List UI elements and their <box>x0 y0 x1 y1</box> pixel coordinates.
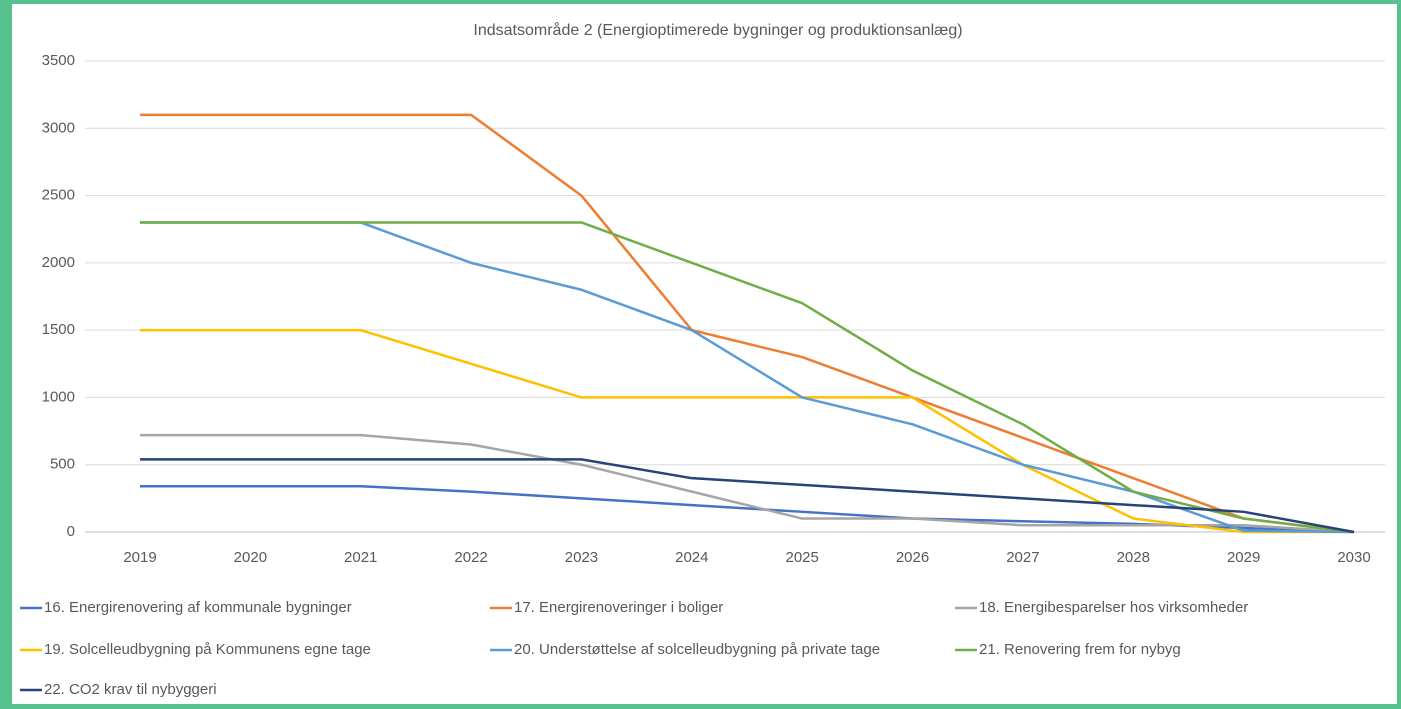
y-tick-label: 1000 <box>42 388 75 405</box>
y-tick-label: 3500 <box>42 52 75 69</box>
legend-label: 18. Energibesparelser hos virksomheder <box>979 599 1248 616</box>
series-line <box>140 433 1355 534</box>
series-line <box>140 458 1355 534</box>
legend-label: 22. CO2 krav til nybyggeri <box>44 681 217 698</box>
x-tick-label: 2019 <box>123 549 156 566</box>
series-line <box>140 221 1355 534</box>
y-tick-label: 2000 <box>42 254 75 271</box>
x-tick-label: 2025 <box>785 549 818 566</box>
x-tick-label: 2022 <box>454 549 487 566</box>
legend-label: 16. Energirenovering af kommunale bygnin… <box>44 599 352 616</box>
y-tick-label: 3000 <box>42 119 75 136</box>
legend-label: 19. Solcelleudbygning på Kommunens egne … <box>44 641 371 658</box>
x-tick-label: 2026 <box>896 549 929 566</box>
series-line <box>140 328 1354 534</box>
x-tick-label: 2021 <box>344 549 377 566</box>
chart: Indsatsområde 2 (Energioptimerede bygnin… <box>20 21 1385 698</box>
chart-title: Indsatsområde 2 (Energioptimerede bygnin… <box>473 21 962 39</box>
y-tick-label: 2500 <box>42 187 75 204</box>
x-tick-label: 2029 <box>1227 549 1260 566</box>
x-tick-label: 2020 <box>234 549 267 566</box>
chart-frame: Indsatsområde 2 (Energioptimerede bygnin… <box>12 4 1397 704</box>
y-tick-label: 500 <box>50 456 75 473</box>
x-tick-label: 2027 <box>1006 549 1039 566</box>
y-tick-label: 0 <box>67 523 75 540</box>
x-tick-label: 2028 <box>1117 549 1150 566</box>
x-tick-label: 2023 <box>565 549 598 566</box>
legend-label: 20. Understøttelse af solcelleudbygning … <box>514 641 880 658</box>
y-tick-label: 1500 <box>42 321 75 338</box>
legend-label: 17. Energirenoveringer i boliger <box>514 599 723 616</box>
x-tick-label: 2024 <box>675 549 708 566</box>
series-line <box>140 113 1355 534</box>
x-tick-label: 2030 <box>1337 549 1370 566</box>
legend-label: 21. Renovering frem for nybyg <box>979 641 1181 658</box>
